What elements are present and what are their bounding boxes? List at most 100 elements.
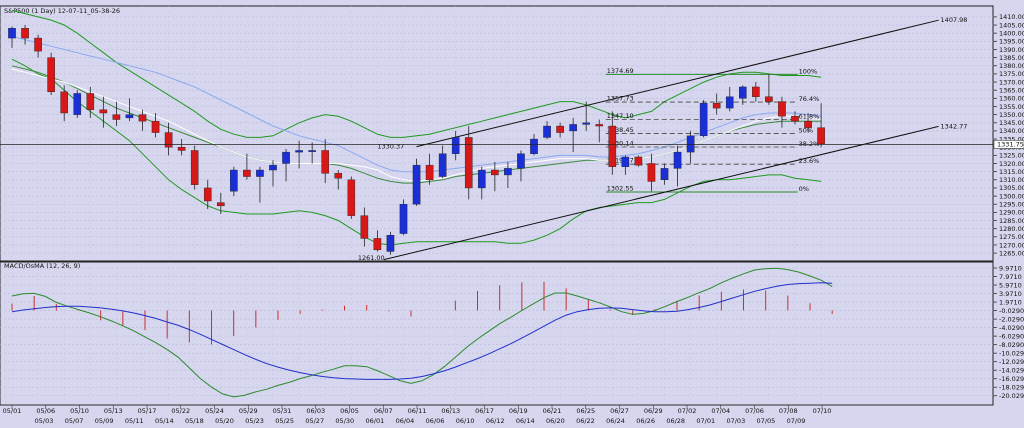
x-tick-label: 07/09	[787, 417, 806, 425]
x-tick-label: 06/03	[306, 407, 325, 415]
x-tick-label: 05/01	[3, 407, 22, 415]
price-tick-label: 1345.00	[999, 119, 1024, 127]
candle-down	[190, 150, 199, 185]
candle-up	[725, 96, 734, 109]
candle-down	[791, 116, 799, 122]
candle-up	[621, 156, 630, 167]
candle-down	[203, 187, 212, 202]
macd-line	[11, 267, 833, 398]
price-tick-label: 1310.00	[999, 176, 1024, 184]
x-tick-label: 06/05	[340, 407, 359, 415]
candle-down	[765, 96, 773, 102]
macd-tick-label: 9.9710	[999, 264, 1022, 272]
date-x-axis: 05/01 05/06 05/10 05/13 05/17 05/22 05/24 05/29…	[0, 404, 993, 425]
price-tick-label: 1300.00	[999, 192, 1024, 200]
candle-up	[8, 28, 16, 39]
macd-tick-label: 7.9710	[999, 273, 1022, 281]
fib-level-price: 1330.14	[607, 139, 634, 147]
x-tick-label: 06/04	[396, 417, 415, 425]
x-tick-label: 06/27	[610, 407, 629, 415]
bollinger-upper-line	[11, 9, 822, 138]
macd-grid	[0, 267, 993, 403]
candle-down	[373, 238, 382, 251]
price-tick-label: 1385.00	[999, 54, 1024, 62]
candle-down	[164, 132, 173, 148]
candlesticks	[8, 25, 825, 255]
price-panel	[0, 5, 994, 262]
x-tick-label: 06/26	[636, 417, 655, 425]
x-tick-label: 05/11	[125, 417, 144, 425]
signal-line	[11, 282, 833, 380]
candle-up	[673, 151, 682, 169]
x-tick-label: 06/10	[456, 417, 475, 425]
x-tick-label: 06/25	[576, 407, 595, 415]
candle-up	[230, 169, 238, 192]
candle-up	[517, 153, 525, 169]
fib-level-price: 1319.57	[607, 157, 634, 165]
x-tick-label: 05/03	[35, 417, 54, 425]
candle-down	[112, 114, 121, 120]
price-tick-label: 1285.00	[999, 217, 1024, 225]
candle-down	[425, 164, 434, 181]
price-tick-label: 1370.00	[999, 78, 1024, 86]
price-tick-label: 1270.00	[999, 241, 1024, 249]
macd-tick-label: -20.0290	[999, 392, 1024, 400]
x-tick-label: 06/24	[606, 417, 625, 425]
x-tick-label: 05/20	[215, 417, 234, 425]
price-tick-label: 1340.00	[999, 127, 1024, 135]
candle-up	[451, 137, 460, 154]
macd-y-axis: 9.97107.97105.97103.97101.9710-0.0290-2.…	[993, 264, 1024, 400]
candle-down	[177, 147, 186, 151]
x-tick-label: 05/07	[65, 417, 84, 425]
price-tick-label: 1335.00	[999, 135, 1024, 143]
price-annotation: 1261.00	[358, 254, 385, 262]
candle-up	[282, 151, 290, 164]
fib-level-percent: 0%	[799, 185, 809, 193]
price-tick-label: 1295.00	[999, 201, 1024, 209]
x-tick-label: 05/06	[36, 407, 55, 415]
candle-up	[412, 164, 421, 205]
fib-level-price: 1374.69	[607, 67, 634, 75]
price-tick-label: 1325.00	[999, 152, 1024, 160]
x-tick-label: 07/04	[711, 407, 730, 415]
candle-down	[752, 86, 760, 97]
x-tick-label: 07/06	[745, 407, 764, 415]
fib-level-percent: 23.6%	[799, 157, 820, 165]
candle-down	[556, 125, 564, 133]
price-tick-label: 1350.00	[999, 111, 1024, 119]
candle-up	[739, 86, 747, 99]
price-tick-label: 1405.00	[999, 21, 1024, 29]
x-tick-label: 05/10	[70, 407, 89, 415]
candle-down	[464, 137, 473, 189]
macd-tick-label: -4.0290	[999, 324, 1024, 332]
fib-level-price: 1347.10	[607, 112, 634, 120]
bollinger-lower-line	[11, 58, 822, 246]
x-tick-label: 07/10	[813, 407, 832, 415]
macd-tick-label: -10.0290	[999, 349, 1024, 357]
x-tick-label: 05/13	[104, 407, 123, 415]
chart-title: S&P500 (1 Day) 12-07-11_05-38-26	[4, 7, 120, 15]
x-tick-label: 05/17	[138, 407, 157, 415]
x-tick-label: 06/17	[475, 407, 494, 415]
candle-down	[608, 125, 617, 167]
candle-up	[504, 168, 512, 176]
candle-down	[360, 215, 369, 239]
price-tick-label: 1395.00	[999, 38, 1024, 46]
x-tick-label: 07/01	[696, 417, 715, 425]
x-tick-label: 06/12	[486, 417, 505, 425]
macd-tick-label: -16.0290	[999, 375, 1024, 383]
candle-up	[569, 124, 577, 132]
macd-tick-label: -2.0290	[999, 315, 1024, 323]
x-tick-label: 05/24	[205, 407, 224, 415]
current-price-marker: 1331.75	[0, 140, 1024, 149]
candle-down	[86, 93, 95, 110]
x-tick-label: 06/06	[426, 417, 445, 425]
price-tick-label: 1390.00	[999, 46, 1024, 54]
candle-down	[804, 120, 812, 128]
x-tick-label: 06/13	[441, 407, 460, 415]
macd-tick-label: -14.0290	[999, 366, 1024, 374]
macd-tick-label: -0.0290	[999, 307, 1024, 315]
fib-level-price: 1357.73	[607, 95, 634, 103]
x-tick-label: 05/22	[171, 407, 190, 415]
